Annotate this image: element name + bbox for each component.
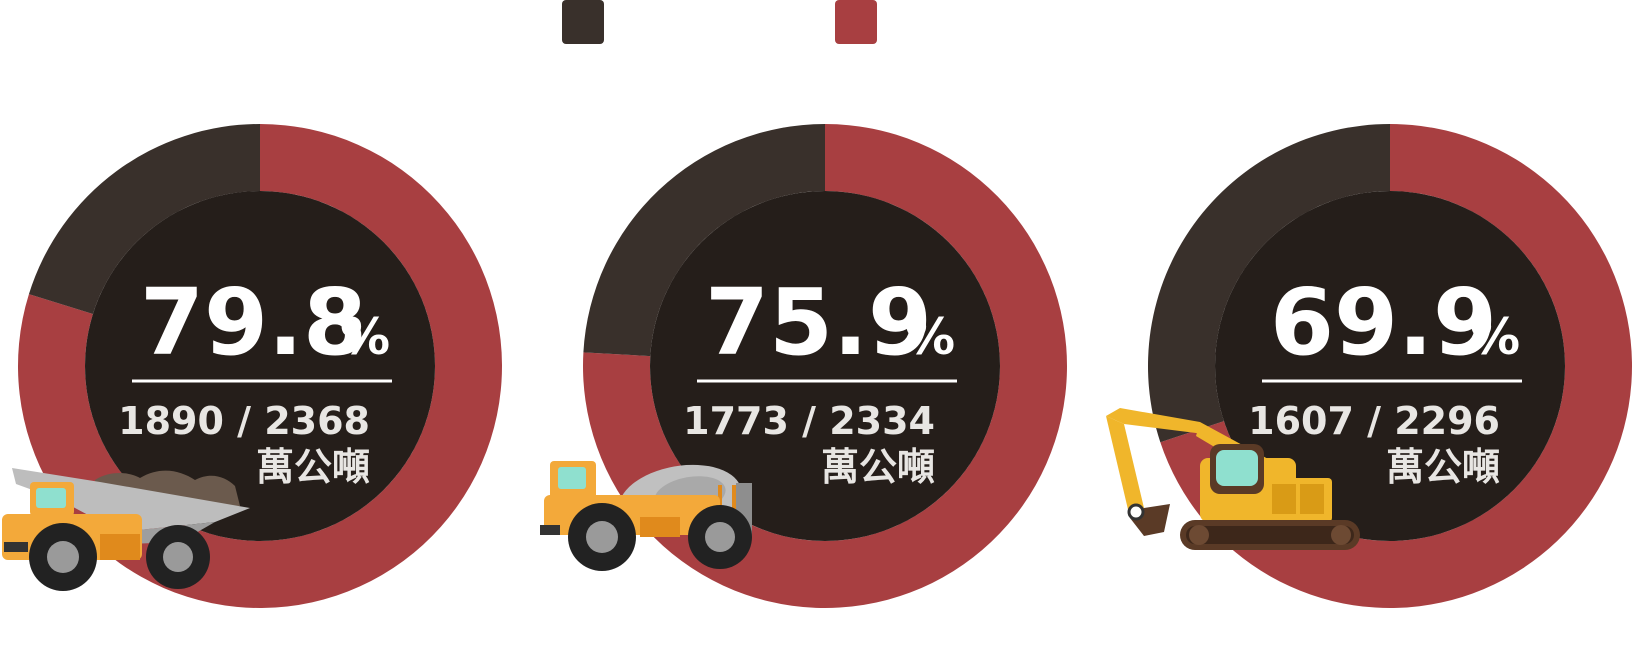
donut-1-unit-label: 萬公噸	[256, 445, 370, 489]
legend-swatch-dark	[562, 0, 604, 44]
cement-mixer-truck-icon	[540, 461, 752, 571]
legend	[0, 0, 1640, 60]
donut-chart-3: 69.9 % 1607 / 2296 萬公噸	[1106, 124, 1633, 609]
donut-3-ratio-label: 1607 / 2296	[1248, 399, 1500, 443]
donut-3-dark-segment	[1148, 124, 1390, 443]
donut-2-percent-value: 75.9	[705, 269, 932, 376]
donut-3-percent-sign: %	[1470, 308, 1520, 366]
donut-2-unit-label: 萬公噸	[821, 445, 935, 489]
donut-2-percent-sign: %	[905, 308, 955, 366]
donut-1-inner-circle	[85, 191, 435, 541]
donut-3-inner-circle	[1215, 191, 1565, 541]
legend-swatch-red	[835, 0, 877, 44]
donut-chart-2: 75.9 % 1773 / 2334 萬公噸	[540, 124, 1068, 608]
excavator-icon	[1106, 408, 1360, 550]
donut-3-percent-value: 69.9	[1270, 269, 1497, 376]
donut-1-ratio-label: 1890 / 2368	[118, 399, 370, 443]
donut-1-percent-value: 79.8	[140, 269, 367, 376]
donut-3-unit-label: 萬公噸	[1386, 445, 1500, 489]
dump-truck-icon	[2, 468, 250, 591]
donut-chart-1: 79.8 % 1890 / 2368 萬公噸	[2, 124, 503, 608]
donut-1-percent-sign: %	[340, 308, 390, 366]
donut-2-ratio-label: 1773 / 2334	[683, 399, 935, 443]
donut-2-inner-circle	[650, 191, 1000, 541]
donut-1-dark-segment	[28, 124, 261, 315]
donut-2-dark-segment	[583, 124, 825, 357]
